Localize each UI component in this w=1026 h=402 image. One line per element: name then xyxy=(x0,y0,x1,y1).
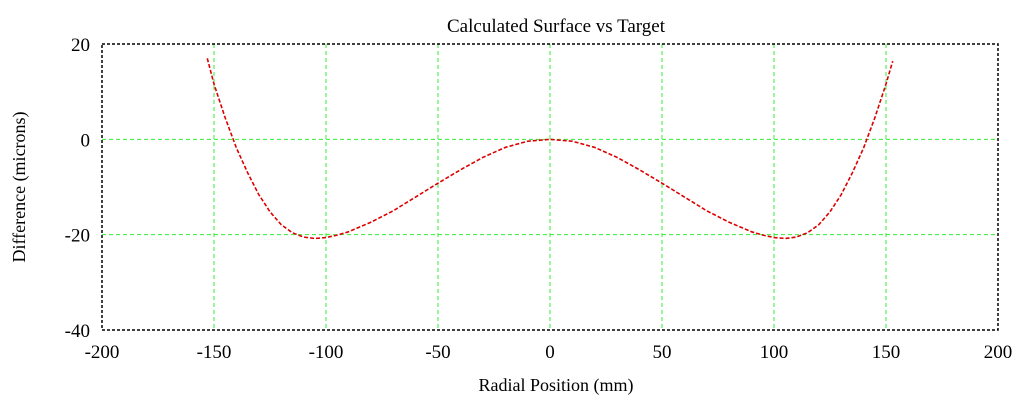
x-axis-label: Radial Position (mm) xyxy=(479,375,634,396)
y-axis-label: Difference (microns) xyxy=(9,111,30,262)
x-tick-label: -50 xyxy=(425,342,450,363)
x-tick-label: -150 xyxy=(197,342,232,363)
plot-frame xyxy=(101,43,999,331)
x-tick-label: 0 xyxy=(545,342,555,363)
y-tick-label: -20 xyxy=(65,226,90,247)
y-tick-label: -40 xyxy=(65,321,90,342)
x-tick-label: 100 xyxy=(760,342,789,363)
x-tick-label: 200 xyxy=(984,342,1013,363)
series-layer xyxy=(206,58,894,240)
chart-title: Calculated Surface vs Target xyxy=(447,16,666,37)
x-tick-label: -100 xyxy=(309,342,344,363)
grid xyxy=(102,44,998,330)
series-line xyxy=(206,58,894,240)
y-tick-label: 0 xyxy=(81,130,91,151)
x-tick-label: 150 xyxy=(872,342,901,363)
x-tick-label: 50 xyxy=(653,342,672,363)
x-tick-label: -200 xyxy=(85,342,120,363)
y-tick-label: 20 xyxy=(71,35,90,56)
